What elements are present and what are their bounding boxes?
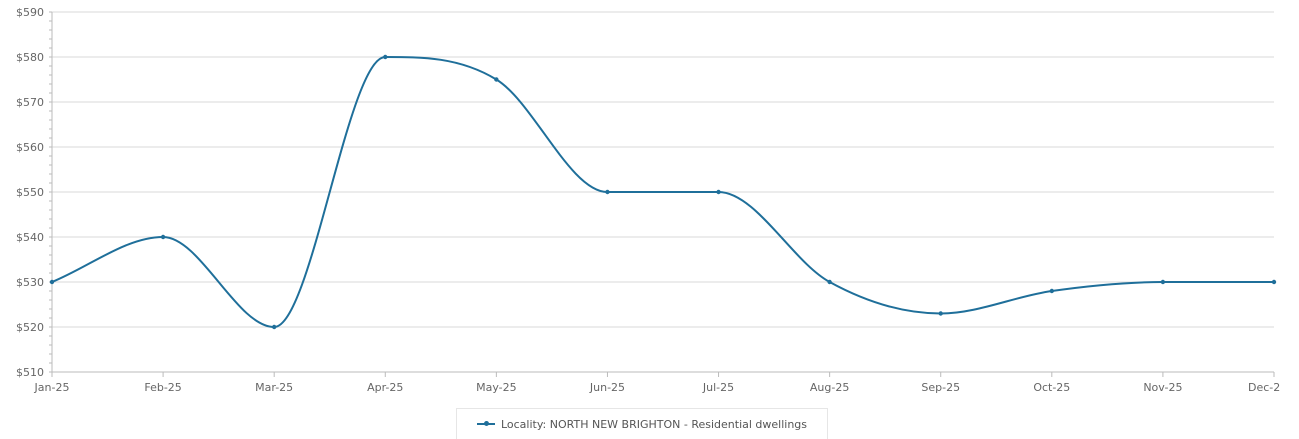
y-tick-label: $540 [16, 231, 44, 244]
x-tick-label: May-25 [476, 381, 517, 394]
x-tick-label: Apr-25 [367, 381, 403, 394]
x-tick-label: Dec-2 [1248, 381, 1280, 394]
y-tick-label: $520 [16, 321, 44, 334]
y-axis-tick-labels: $510 $520 $530 $540 $550 $560 $570 $580 $590 [16, 6, 44, 379]
y-tick-label: $550 [16, 186, 44, 199]
legend-line-icon [476, 421, 495, 426]
x-tick-label: Mar-25 [255, 381, 293, 394]
data-point[interactable] [938, 311, 943, 316]
legend[interactable]: Locality: NORTH NEW BRIGHTON - Residenti… [456, 408, 828, 439]
legend-series-label: Locality: NORTH NEW BRIGHTON - Residenti… [500, 417, 808, 431]
y-tick-label: $570 [16, 96, 44, 109]
x-tick-label: Aug-25 [810, 381, 849, 394]
data-point[interactable] [1160, 279, 1166, 285]
x-axis-tick-labels: Jan-25 Feb-25 Mar-25 Apr-25 May-25 Jun-25 Jul-… [34, 372, 1280, 394]
x-tick-label: Feb-25 [144, 381, 181, 394]
data-point[interactable] [160, 234, 166, 240]
data-point[interactable] [1271, 279, 1277, 285]
x-tick-label: Oct-25 [1033, 381, 1070, 394]
x-tick-label: Nov-25 [1143, 381, 1182, 394]
data-point[interactable] [827, 279, 832, 285]
data-point[interactable] [1049, 288, 1055, 294]
data-point[interactable] [49, 279, 55, 285]
y-tick-label: $580 [16, 51, 44, 64]
data-point[interactable] [494, 77, 499, 82]
x-tick-label: Sep-25 [921, 381, 960, 394]
data-point[interactable] [271, 324, 277, 330]
x-tick-label: Jul-25 [702, 381, 734, 394]
data-point[interactable] [605, 189, 610, 195]
x-tick-label: Jan-25 [34, 381, 70, 394]
y-tick-label: $530 [16, 276, 44, 289]
data-point[interactable] [716, 189, 721, 195]
y-tick-label: $510 [16, 366, 44, 379]
y-tick-label: $590 [16, 6, 44, 19]
series-points [49, 54, 1277, 330]
y-tick-label: $560 [16, 141, 44, 154]
data-point[interactable] [383, 54, 388, 60]
x-tick-label: Jun-25 [589, 381, 625, 394]
line-chart: $510 $520 $530 $540 $550 $560 $570 $580 $590 Jan… [16, 6, 1280, 394]
